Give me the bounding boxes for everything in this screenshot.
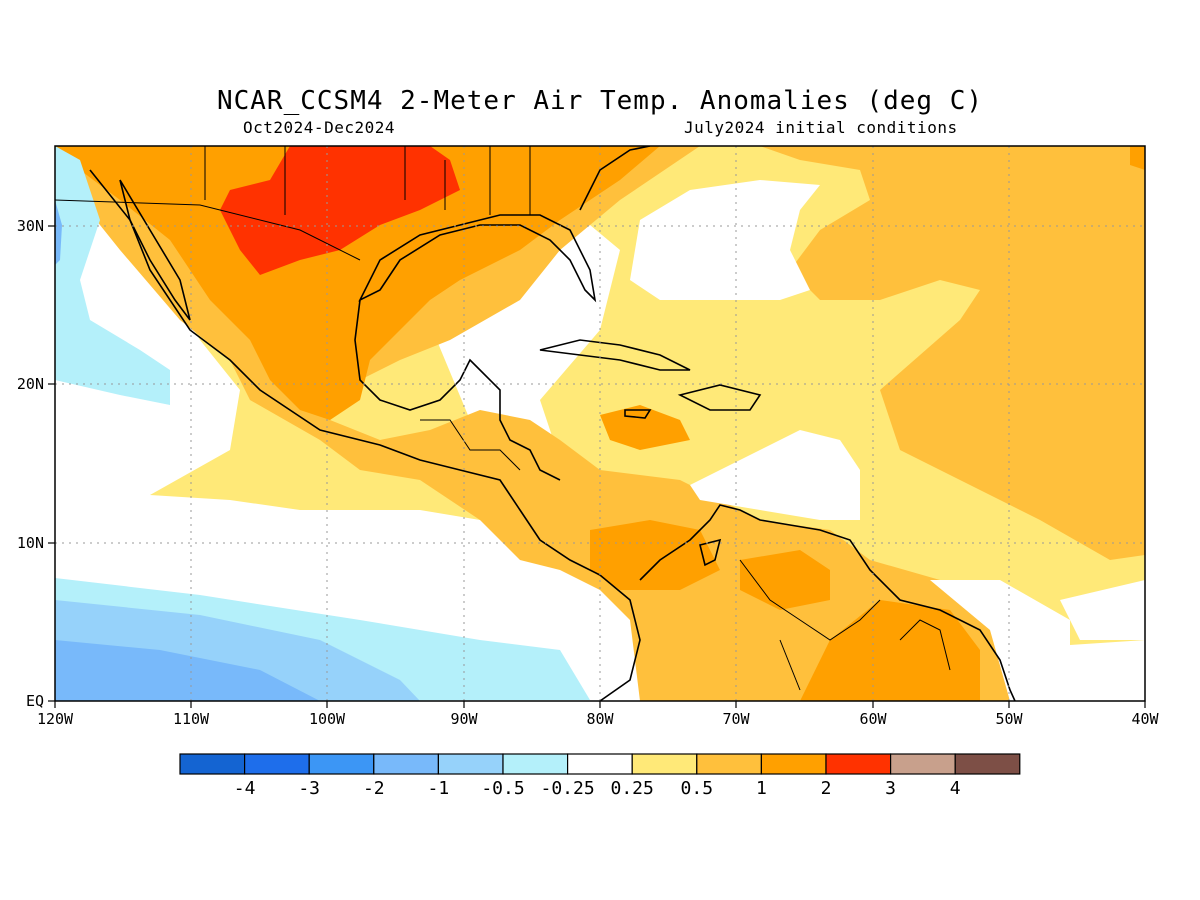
x-tick-label: 80W [586, 710, 614, 728]
anomaly-0.5-1-atlantic [760, 146, 1145, 560]
x-tick-label: 110W [172, 710, 210, 728]
y-tick-label: 10N [16, 534, 44, 552]
near-normal-bahamas [630, 180, 820, 300]
colorbar-swatch [889, 753, 956, 775]
coastlines [89, 146, 1016, 701]
lat-lon-grid [55, 146, 1145, 701]
map-title: NCAR_CCSM4 2-Meter Air Temp. Anomalies (… [216, 86, 984, 116]
near-normal-equatorial-atlantic [930, 580, 1145, 701]
colorbar-label: -2 [362, 778, 385, 799]
colorbar-label: 4 [949, 778, 961, 799]
anomaly-2-3-texas [220, 146, 460, 275]
colorbar-label: -4 [233, 778, 256, 799]
x-tick-label: 60W [859, 710, 887, 728]
colorbar-swatch [760, 753, 827, 775]
anomaly-1-2-venezuela [740, 550, 830, 610]
colorbar-label: -0.5 [481, 778, 525, 799]
x-tick-label: 70W [722, 710, 750, 728]
x-tick-label: 50W [995, 710, 1023, 728]
x-tick-label: 120W [36, 710, 74, 728]
colorbar-label: 3 [885, 778, 897, 799]
x-tick-label: 90W [450, 710, 478, 728]
x-tick-label: 40W [1131, 710, 1159, 728]
anomaly-neg-1-2 [55, 640, 320, 701]
initial-conditions: July2024 initial conditions [684, 118, 958, 137]
colorbar-swatch [696, 753, 762, 775]
political-borders [55, 146, 951, 691]
colorbar-swatch [373, 753, 439, 775]
colorbar-swatch [566, 753, 633, 775]
anomaly-neg-0.25-0.5-baja [55, 146, 170, 405]
colorbar-label: -3 [298, 778, 321, 799]
y-tick-label: EQ [25, 692, 44, 710]
colorbar-label: -1 [427, 778, 450, 799]
anomaly-1-2-guianas [800, 600, 980, 701]
colorbar-swatch [437, 753, 504, 775]
colorbar-swatch [244, 753, 310, 775]
anomaly-1-2-panama [590, 520, 720, 590]
anomaly-1-2-east-edge [1130, 146, 1145, 170]
axis-tick-marks [48, 225, 1146, 708]
colorbar-swatch [954, 753, 1021, 775]
colorbar-label: 0.5 [680, 778, 714, 799]
colorbar-swatch [179, 753, 246, 775]
colorbar-swatch [502, 753, 569, 775]
colorbar-swatch [631, 753, 698, 775]
anomaly-field [55, 146, 1145, 701]
anomaly-neg-1-2-coast [55, 200, 62, 265]
colorbar-label: 1 [755, 778, 767, 799]
colorbar [179, 753, 1021, 775]
colorbar-label: -0.25 [540, 778, 595, 799]
colorbar-label: 2 [820, 778, 832, 799]
y-tick-label: 30N [16, 217, 44, 235]
colorbar-label: 0.25 [610, 778, 654, 799]
forecast-period: Oct2024-Dec2024 [243, 118, 395, 137]
colorbar-swatch [825, 753, 892, 775]
anomaly-1-2-caribbean [600, 405, 690, 450]
y-tick-label: 20N [16, 375, 44, 393]
colorbar-swatch [308, 753, 375, 775]
near-normal-caribbean [690, 430, 860, 520]
x-tick-label: 100W [308, 710, 346, 728]
